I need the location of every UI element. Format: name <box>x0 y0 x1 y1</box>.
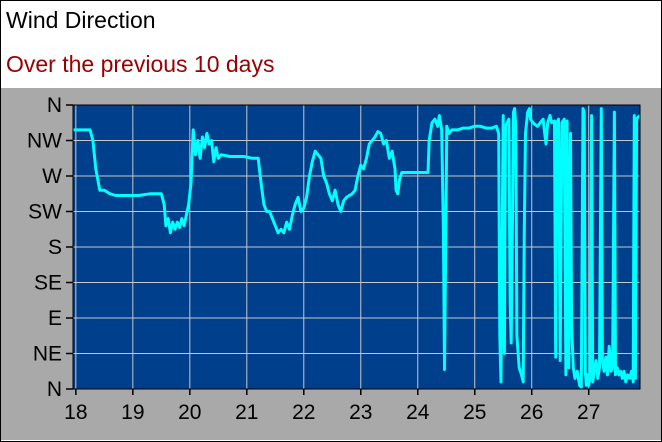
y-tick-label: S <box>48 236 62 259</box>
x-tick-label: 21 <box>235 401 258 424</box>
wind-direction-series-line <box>73 107 641 389</box>
y-tick-label: W <box>42 165 62 188</box>
x-tick-label: 19 <box>121 401 144 424</box>
y-axis: N NE E SE S SW W NW N <box>27 94 73 401</box>
x-tick-label: 23 <box>349 401 372 424</box>
plot-border <box>72 104 641 390</box>
y-tick-label: N <box>47 94 62 117</box>
x-tick-label: 22 <box>292 401 315 424</box>
x-tick-label: 25 <box>463 401 486 424</box>
x-tick-label: 24 <box>406 401 430 424</box>
chart-subtitle: Over the previous 10 days <box>6 51 275 77</box>
x-tick-label: 18 <box>64 401 87 424</box>
y-tick-label: NE <box>33 343 62 366</box>
x-tick-label: 27 <box>577 401 600 424</box>
y-tick-label: N <box>47 378 62 401</box>
x-tick-label: 20 <box>178 401 201 424</box>
y-tick-label: NW <box>27 130 62 153</box>
chart-title: Wind Direction <box>6 7 156 33</box>
y-tick-label: SE <box>34 272 62 295</box>
x-tick-label: 26 <box>520 401 543 424</box>
y-tick-label: SW <box>28 201 62 224</box>
x-axis: 18 19 20 21 22 23 24 25 26 27 <box>64 389 600 424</box>
y-tick-label: E <box>48 307 62 330</box>
